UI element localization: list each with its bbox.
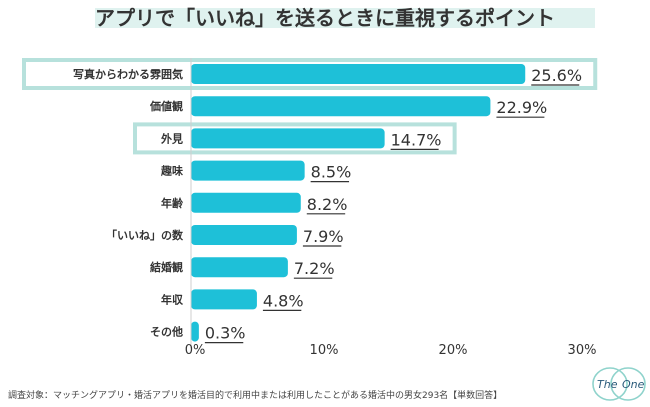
value-label: 22.9% [496,98,547,117]
highlight-frame [22,58,598,90]
value-label: 25.6% [531,66,582,85]
x-tick-label: 30% [568,343,597,358]
x-tick-label: 0% [185,343,206,358]
bar-chart: 写真からわかる雰囲気 25.6% 価値観 22.9% 外見 14.7% 趣味 8.5% 年齢 8.… [22,58,598,358]
x-tick-label: 20% [439,343,468,358]
bar [191,257,288,278]
the-one-logo: The One [592,367,646,401]
category-label: 外見 [160,131,183,145]
value-label: 0.3% [205,324,246,343]
bar [191,128,385,149]
logo-text-right: One [622,378,645,391]
value-label: 7.9% [303,227,344,246]
logo-text-left: The [597,378,618,391]
value-label: 14.7% [391,130,442,149]
chart-title: アプリで「いいね」を送るときに重視するポイント [95,6,555,30]
category-label: 年収 [161,292,184,306]
footnote: 調査対象：マッチングアプリ・婚活アプリを婚活目的で利用中または利用したことがある… [8,391,503,401]
bar [191,192,301,213]
category-label: 写真からわかる雰囲気 [73,67,183,81]
title-area: アプリで「いいね」を送るときに重視するポイント [0,0,650,30]
x-tick-label: 10% [310,343,339,358]
category-label: 「いいね」の数 [106,228,184,242]
bar [191,321,199,342]
category-label: 価値観 [149,99,183,113]
bar [191,289,257,310]
bar [191,160,305,181]
value-label: 7.2% [294,259,335,278]
value-label: 8.5% [311,163,352,182]
highlight-frame [133,122,457,155]
category-label: 結婚観 [150,260,183,274]
bar [191,225,297,245]
category-label: 趣味 [160,164,183,178]
category-label: 年齢 [161,196,184,210]
title-highlight-band [95,8,595,28]
category-label: その他 [150,325,183,339]
bar [191,64,526,84]
bar [191,96,491,117]
value-label: 8.2% [307,195,348,214]
value-label: 4.8% [263,291,304,310]
